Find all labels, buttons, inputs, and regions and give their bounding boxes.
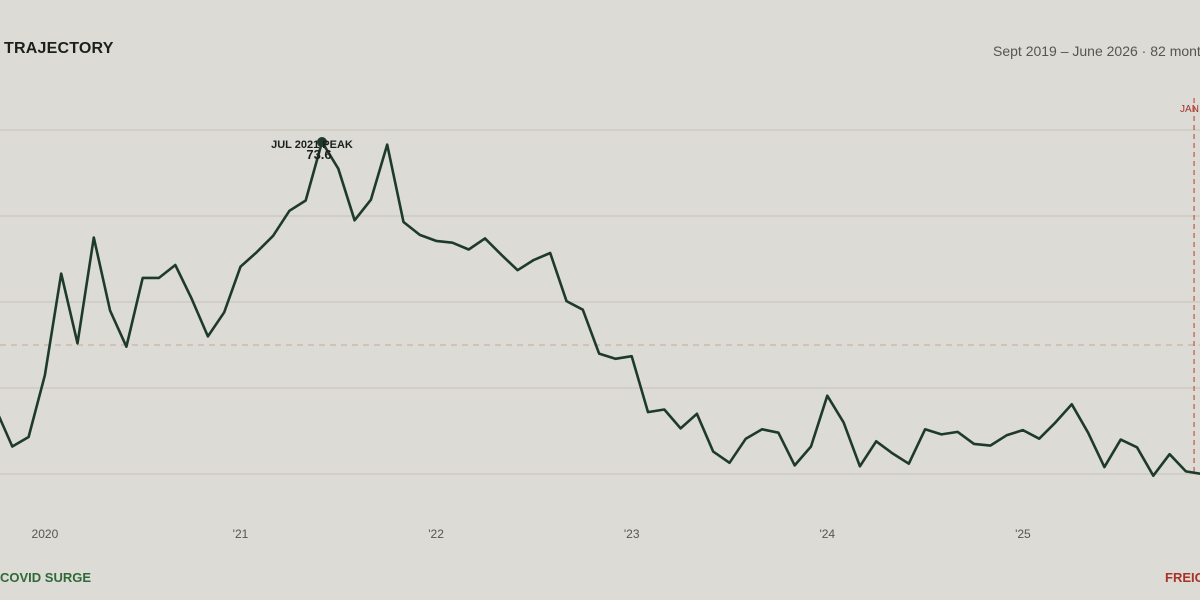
x-tick-label: '24 [819,527,835,541]
chart-title: TRAJECTORY [4,40,114,57]
event-marker-label: JAN [1180,104,1199,115]
x-tick-label: '25 [1015,527,1031,541]
event-marker-group: JAN [1180,98,1199,474]
x-tick-label: '23 [624,527,640,541]
chart-subtitle: Sept 2019 – June 2026 · 82 month [993,43,1200,59]
x-axis-ticks: 2020 '21 '22 '23 '24 '25 [32,527,1031,541]
peak-value: 73.6 [306,147,331,162]
x-tick-label: '21 [233,527,249,541]
series-group [0,140,1200,478]
peak-marker [317,137,327,148]
peak-label: JUL 2021 PEAK [271,139,353,151]
freight-label: FREIG [1165,570,1200,585]
series-line [0,140,1200,478]
covid-surge-label: COVID SURGE [0,570,92,585]
x-tick-label: 2020 [32,527,59,541]
gridlines [0,129,1200,475]
x-tick-label: '22 [428,527,444,541]
